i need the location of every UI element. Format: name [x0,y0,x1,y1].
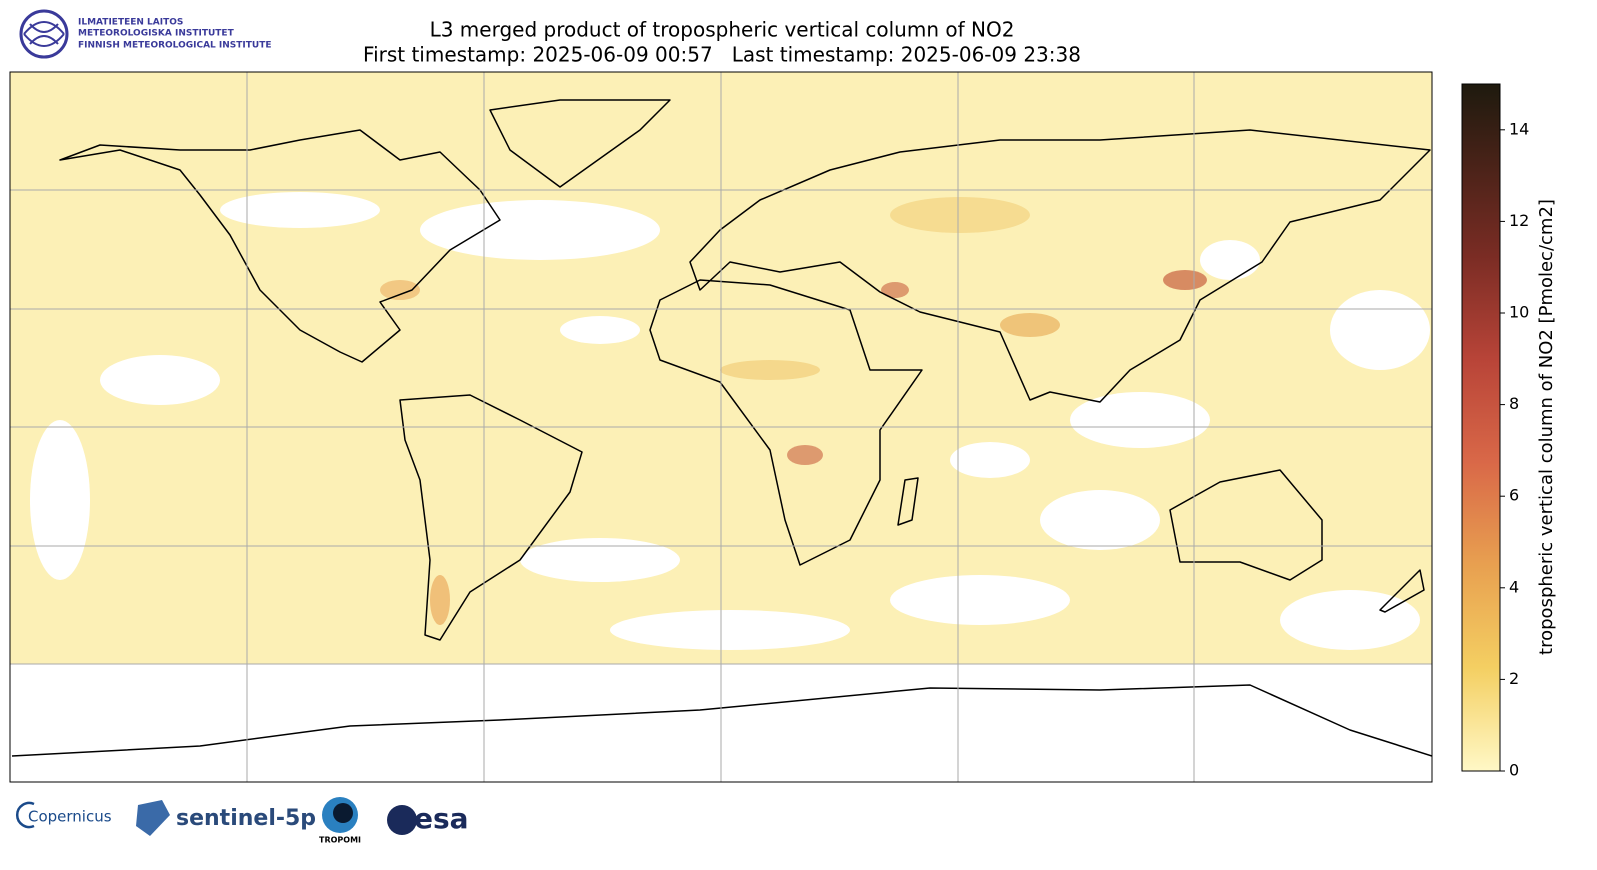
colorbar-tick-label: 12 [1509,211,1529,230]
colorbar-label: tropospheric vertical column of NO2 [Pmo… [1536,199,1557,655]
map [10,72,1432,782]
colorbar-tick-label: 6 [1509,486,1519,505]
subtitle: First timestamp: 2025-06-09 00:57 Last t… [363,43,1081,67]
logo-copernicus: Copernicus [28,808,112,826]
fmi-logo: ILMATIETEEN LAITOS METEOROLOGISKA INSTIT… [19,9,272,59]
cloud-gaps [30,192,1430,650]
logo-sentinel: sentinel-5p [176,806,316,831]
colorbar-tick-label: 10 [1509,303,1529,322]
colorbar-tick-label: 0 [1509,761,1519,780]
coastlines [11,99,1432,757]
institute-line: METEOROLOGISKA INSTITUTET [78,29,235,39]
institute-line: ILMATIETEEN LAITOS [78,18,183,28]
title: L3 merged product of tropospheric vertic… [430,18,1015,42]
hotspots [380,197,1207,625]
colorbar-gradient [1461,83,1501,772]
graticule [10,72,1432,782]
colorbar: 0 2 4 6 8 10 12 14 [1461,83,1529,780]
colorbar-tick-label: 8 [1509,394,1519,413]
colorbar-tick-label: 4 [1509,577,1519,596]
logo-tropomi: TROPOMI [319,836,361,845]
footer-logos: Copernicus sentinel-5p TROPOMI esa [16,797,469,845]
institute-line: FINNISH METEOROLOGICAL INSTITUTE [78,41,272,51]
logo-esa: esa [414,802,469,835]
colorbar-tick-label: 2 [1509,669,1519,688]
colorbar-tick-label: 14 [1509,119,1529,138]
map-frame [9,71,1433,783]
